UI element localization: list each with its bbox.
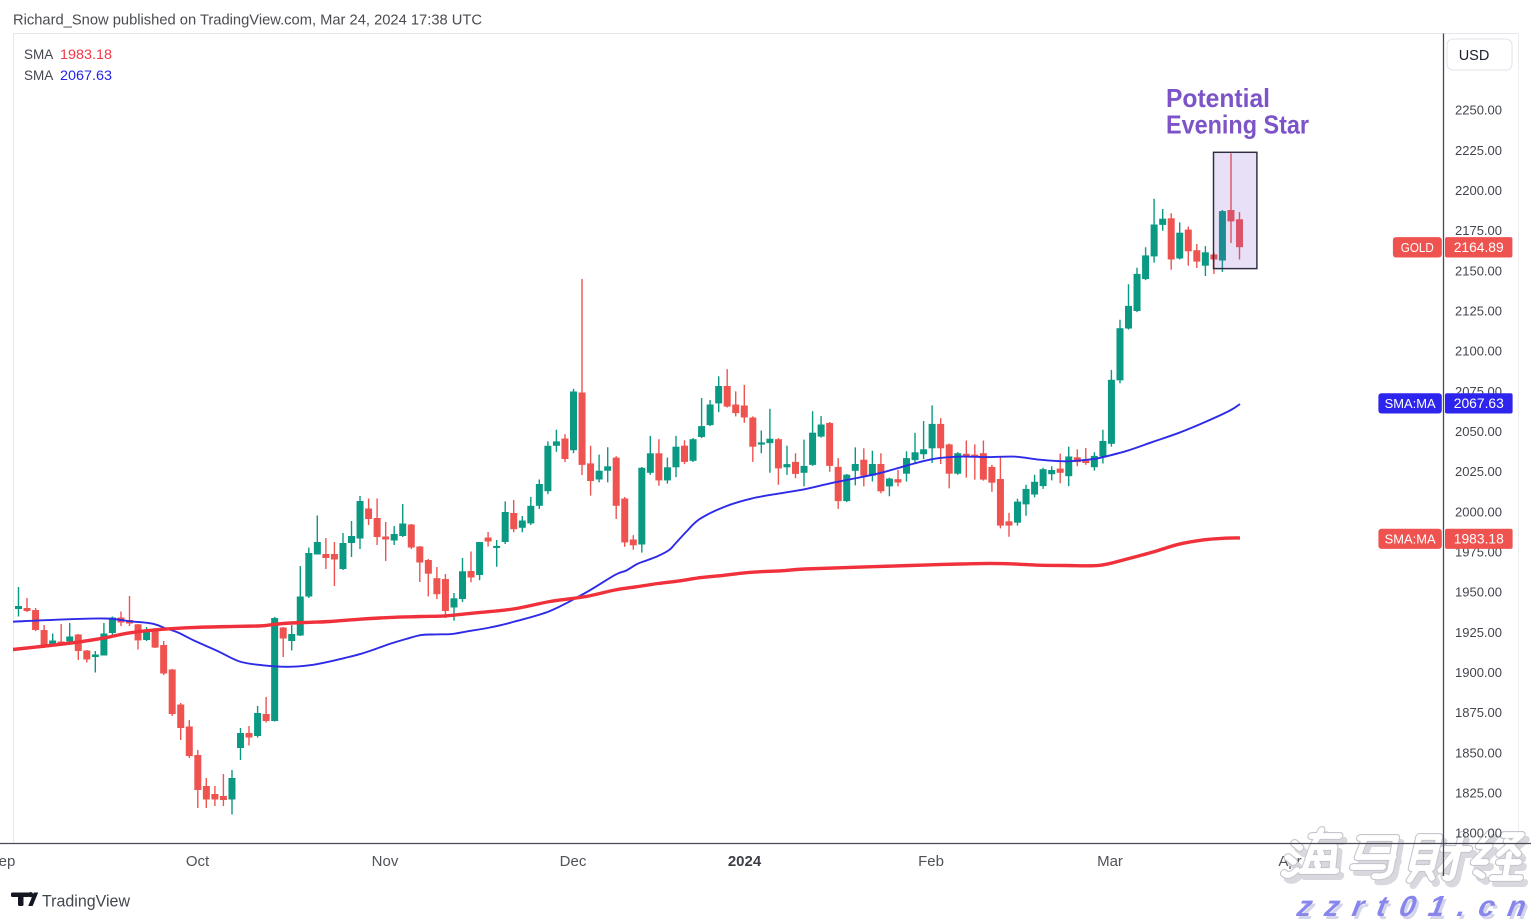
svg-text:2164.89: 2164.89	[1454, 239, 1504, 255]
svg-text:2025.00: 2025.00	[1455, 464, 1502, 479]
svg-text:Feb: Feb	[918, 853, 944, 870]
svg-text:Richard_Snow published on Trad: Richard_Snow published on TradingView.co…	[13, 12, 482, 29]
svg-text:2000.00: 2000.00	[1455, 504, 1502, 519]
svg-text:Evening Star: Evening Star	[1166, 110, 1309, 140]
svg-text:GOLD: GOLD	[1401, 240, 1434, 255]
svg-text:2175.00: 2175.00	[1455, 223, 1502, 238]
svg-text:2067.63: 2067.63	[60, 68, 112, 83]
svg-text:2067.63: 2067.63	[1454, 395, 1504, 411]
svg-text:Dec: Dec	[560, 853, 587, 870]
svg-text:USD: USD	[1459, 48, 1490, 64]
svg-text:1825.00: 1825.00	[1455, 786, 1502, 801]
svg-text:1850.00: 1850.00	[1455, 745, 1502, 760]
svg-text:1800.00: 1800.00	[1455, 826, 1502, 841]
svg-text:1925.00: 1925.00	[1455, 625, 1502, 640]
svg-text:Potential: Potential	[1166, 83, 1270, 113]
svg-text:SMA: SMA	[24, 47, 53, 62]
svg-text:Mar: Mar	[1097, 853, 1123, 870]
svg-text:Oct: Oct	[186, 853, 210, 870]
svg-text:2200.00: 2200.00	[1455, 183, 1502, 198]
svg-text:2100.00: 2100.00	[1455, 344, 1502, 359]
svg-text:2250.00: 2250.00	[1455, 103, 1502, 118]
svg-text:1900.00: 1900.00	[1455, 665, 1502, 680]
svg-text:1983.18: 1983.18	[1454, 531, 1504, 547]
svg-text:1950.00: 1950.00	[1455, 585, 1502, 600]
svg-text:SMA:MA: SMA:MA	[1385, 531, 1436, 546]
svg-text:Nov: Nov	[372, 853, 399, 870]
svg-text:1983.18: 1983.18	[60, 47, 112, 62]
svg-text:2125.00: 2125.00	[1455, 303, 1502, 318]
svg-text:2024: 2024	[728, 853, 762, 870]
svg-text:SMA:MA: SMA:MA	[1385, 396, 1436, 411]
svg-text:2050.00: 2050.00	[1455, 424, 1502, 439]
svg-text:1875.00: 1875.00	[1455, 705, 1502, 720]
svg-text:2225.00: 2225.00	[1455, 143, 1502, 158]
svg-text:2150.00: 2150.00	[1455, 263, 1502, 278]
svg-text:zzrt01.cn: zzrt01.cn	[1294, 891, 1531, 922]
svg-text:TradingView: TradingView	[42, 893, 130, 911]
svg-text:SMA: SMA	[24, 68, 53, 83]
svg-text:Sep: Sep	[0, 853, 15, 870]
svg-text:zzrt01.cn: zzrt01.cn	[1296, 894, 1531, 922]
